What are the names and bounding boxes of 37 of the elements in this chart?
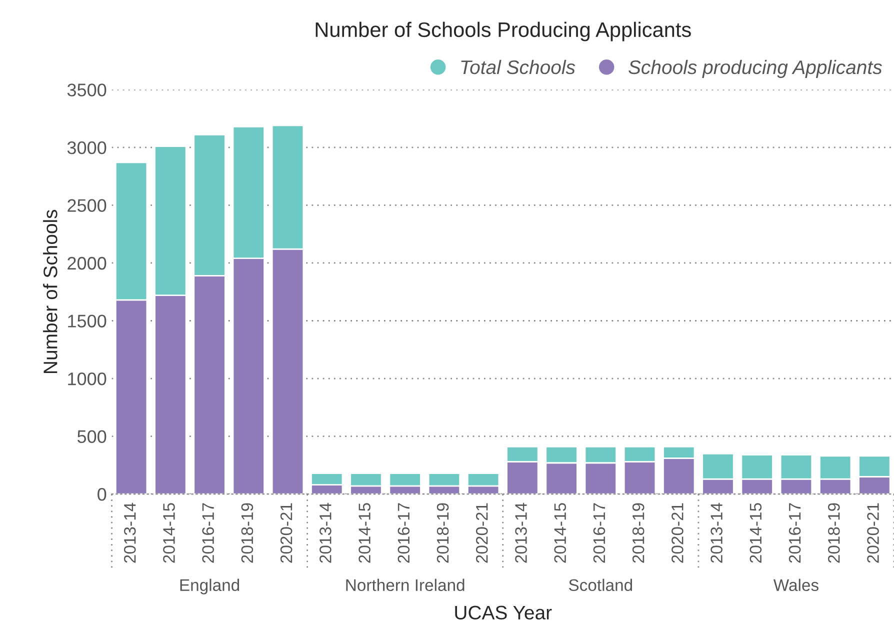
y-tick-label: 1000 [68,372,106,386]
x-tick-label: 2020-21 [672,503,684,563]
y-tick-label: 3500 [67,84,106,96]
text: England [180,578,240,594]
text: Scotland [568,578,632,592]
x-tick-label: 2013-14 [124,502,136,563]
x-tick-label: 2016-17 [593,503,606,563]
x-tick-label: 2020-21 [280,503,292,563]
legend-label: Total Schools [461,60,576,74]
y-tick-label: 0 [98,488,106,501]
x-tick-label: 2018-19 [436,503,449,563]
x-tick-label: 2016-17 [788,503,801,563]
x-axis-title: UCAS Year [455,606,552,620]
x-tick-label: 2013-14 [320,502,332,563]
text: Wales [773,578,818,592]
y-tick-label: 1500 [68,314,106,328]
chart-title: Number of Schools Producing Applicants [316,22,691,42]
x-tick-label: 2013-14 [710,502,722,563]
x-tick-label: 2020-21 [867,503,879,563]
text: Northern Ireland [346,578,464,592]
x-tick-label: 2014-15 [554,503,566,563]
x-tick-label: 2016-17 [202,503,214,563]
x-tick-label: 2016-17 [398,503,410,563]
x-tick-label: 2020-21 [476,503,488,563]
x-tick-label: 2018-19 [632,503,644,563]
x-tick-label: 2018-19 [828,503,840,563]
legend-label: Schools producing Applicants [628,60,882,78]
x-tick-label: 2018-19 [241,503,254,563]
x-tick-label: 2014-15 [358,503,370,563]
y-tick-label: 2000 [68,256,106,270]
x-tick-label: 2014-15 [163,503,175,563]
x-tick-label: 2014-15 [750,503,762,563]
x-tick-label: 2013-14 [515,502,527,563]
y-axis-title: Number of Schools [43,210,58,373]
y-tick-label: 500 [77,430,106,444]
y-tick-label: 2500 [68,199,106,212]
y-tick-label: 3000 [67,141,106,154]
